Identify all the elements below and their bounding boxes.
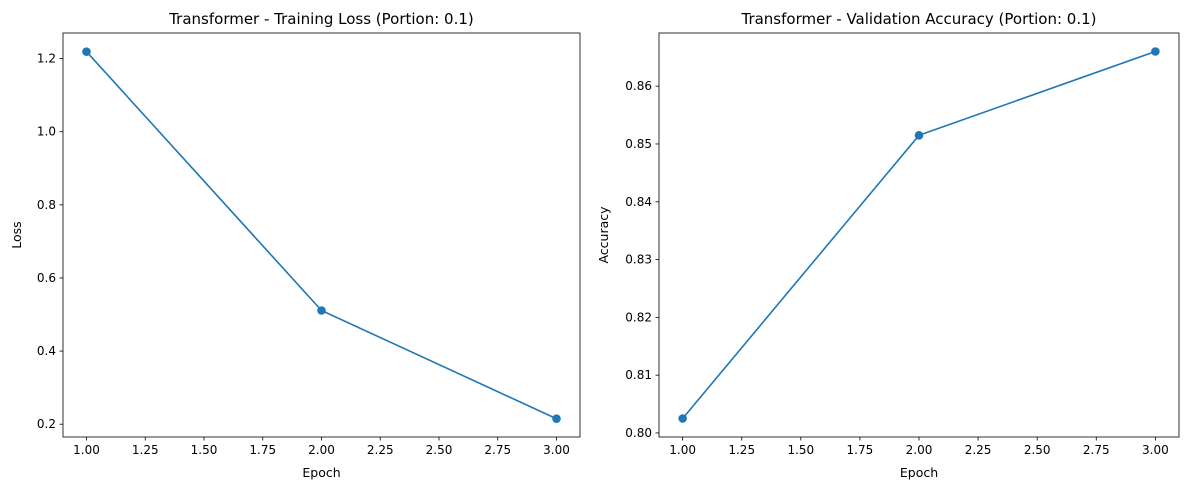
- accuracy-x-tick-label: 2.25: [965, 443, 992, 457]
- accuracy-x-tick-label: 1.50: [787, 443, 814, 457]
- loss-x-tick-label: 2.50: [426, 443, 453, 457]
- loss-series-line: [85, 51, 557, 420]
- loss-y-tick-label: 1.0: [37, 125, 56, 139]
- accuracy-data-point: [678, 414, 687, 423]
- accuracy-plot-layer: [678, 47, 1160, 423]
- accuracy-data-point: [1151, 47, 1160, 56]
- loss-x-tick-label: 1.50: [191, 443, 218, 457]
- loss-x-tick-label: 1.75: [249, 443, 276, 457]
- loss-x-tick-label: 3.00: [543, 443, 570, 457]
- accuracy-x-tick-label: 1.75: [847, 443, 874, 457]
- loss-data-point: [82, 47, 91, 56]
- loss-y-tick-label: 1.2: [37, 52, 56, 66]
- loss-data-point: [317, 306, 326, 315]
- accuracy-y-axis-label: Accuracy: [596, 206, 611, 264]
- accuracy-x-axis-label: Epoch: [900, 465, 938, 480]
- accuracy-x-tick-label: 2.00: [906, 443, 933, 457]
- loss-chart-title: Transformer - Training Loss (Portion: 0.…: [168, 10, 474, 28]
- accuracy-y-tick-label: 0.82: [625, 310, 652, 324]
- accuracy-x-tick-label: 2.50: [1024, 443, 1051, 457]
- accuracy-y-tick-label: 0.85: [625, 137, 652, 151]
- accuracy-x-tick-label: 1.25: [728, 443, 755, 457]
- loss-x-tick-label: 2.25: [367, 443, 394, 457]
- loss-x-tick-label: 2.75: [484, 443, 511, 457]
- accuracy-x-tick-label: 3.00: [1142, 443, 1169, 457]
- accuracy-series-line: [682, 50, 1156, 420]
- accuracy-y-tick-label: 0.86: [625, 79, 652, 93]
- accuracy-y-ticks: 0.80 0.81 0.82 0.83 0.84 0.85 0.86: [625, 79, 659, 440]
- loss-x-tick-label: 2.00: [308, 443, 335, 457]
- loss-x-axis-label: Epoch: [302, 465, 340, 480]
- loss-chart-panel: Transformer - Training Loss (Portion: 0.…: [9, 10, 581, 480]
- loss-axes-frame: [62, 32, 581, 438]
- loss-y-tick-label: 0.2: [37, 417, 56, 431]
- loss-x-tick-label: 1.25: [132, 443, 159, 457]
- accuracy-x-tick-label: 1.00: [669, 443, 696, 457]
- accuracy-data-point: [914, 131, 924, 140]
- accuracy-y-tick-label: 0.84: [625, 195, 652, 209]
- loss-y-ticks: 0.2 0.4 0.6 0.8 1.0 1.2: [37, 52, 63, 431]
- accuracy-x-tick-label: 2.75: [1083, 443, 1110, 457]
- accuracy-x-ticks: 1.00 1.25 1.50 1.75 2.00 2.25 2.50 2.75 3.00: [669, 437, 1169, 457]
- loss-plot-layer: [82, 47, 561, 424]
- accuracy-axes-frame: [658, 32, 1180, 438]
- accuracy-y-tick-label: 0.80: [625, 426, 652, 440]
- loss-data-point: [552, 414, 561, 424]
- loss-y-tick-label: 0.8: [37, 198, 56, 212]
- loss-y-tick-label: 0.4: [37, 344, 56, 358]
- accuracy-chart-panel: Transformer - Validation Accuracy (Porti…: [596, 10, 1180, 480]
- loss-y-tick-label: 0.6: [37, 271, 56, 285]
- loss-x-tick-label: 1.00: [73, 443, 100, 457]
- accuracy-y-tick-label: 0.81: [625, 368, 652, 382]
- accuracy-y-tick-label: 0.83: [625, 253, 652, 267]
- loss-x-ticks: 1.00 1.25 1.50 1.75 2.00 2.25 2.50 2.75 3.00: [73, 437, 570, 457]
- loss-y-axis-label: Loss: [9, 221, 24, 248]
- accuracy-chart-title: Transformer - Validation Accuracy (Porti…: [740, 10, 1096, 28]
